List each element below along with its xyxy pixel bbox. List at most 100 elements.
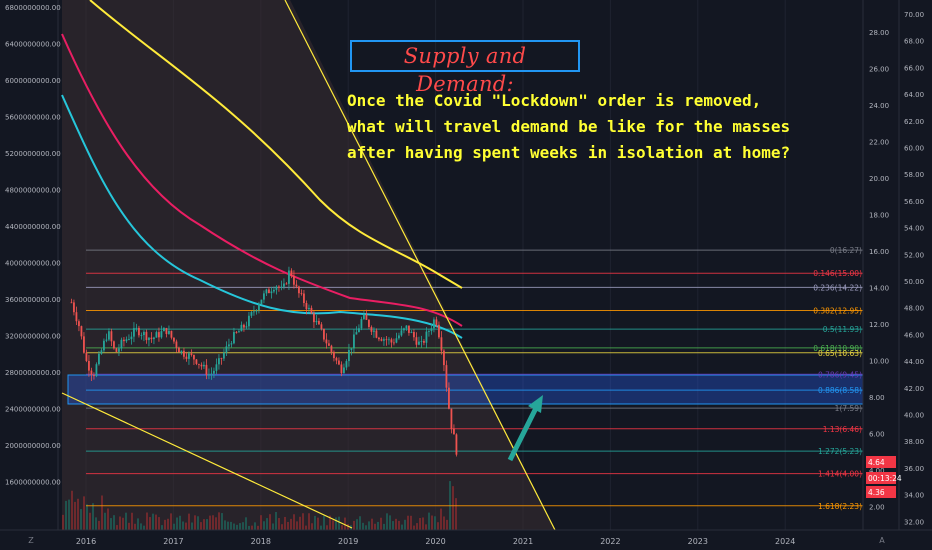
candle-body <box>228 344 230 347</box>
right-axis-ticks: 70.00 68.00 66.00 64.00 62.00 60.00 58.00 56.00… <box>904 11 924 526</box>
volume-bar <box>257 525 259 530</box>
candle-body <box>85 352 88 361</box>
candle-body <box>390 339 393 343</box>
volume-bar <box>341 525 343 530</box>
volume-bar <box>149 517 151 530</box>
price-badge-label: 4.64 <box>868 458 885 467</box>
candle-body <box>270 291 273 294</box>
volume-bar <box>152 513 154 530</box>
volume-bar <box>329 515 331 530</box>
candle-body <box>418 341 420 345</box>
candle-body <box>398 335 400 339</box>
volume-bar <box>92 503 94 530</box>
volume-bar <box>431 515 433 530</box>
left-tick-label: 4400000000.00 <box>5 223 61 231</box>
volume-bar <box>116 525 118 530</box>
volume-bar <box>263 521 265 530</box>
mid-tick-label: 14.00 <box>869 285 889 293</box>
candle-body <box>110 331 113 342</box>
candle-body <box>163 328 165 332</box>
left-tick-label: 6800000000.00 <box>5 4 61 12</box>
volume-bar <box>368 521 370 530</box>
time-axis-panel <box>0 530 932 550</box>
volume-bar <box>320 525 322 530</box>
candle-body <box>233 332 235 344</box>
candle-body <box>243 324 245 328</box>
volume-bar <box>221 513 223 530</box>
mid-tick-label: 6.00 <box>869 431 885 439</box>
volume-bar <box>230 521 232 530</box>
candle-body <box>368 319 370 327</box>
candle-body <box>395 338 398 343</box>
x-tick-label: 2022 <box>600 537 620 546</box>
candle-body <box>120 339 123 349</box>
candle-body <box>98 353 100 365</box>
candle-body <box>298 286 300 294</box>
volume-bar <box>80 509 82 530</box>
volume-bar <box>296 521 298 530</box>
fib-label: 1.272(5.23) <box>818 447 862 456</box>
candle-body <box>73 302 75 313</box>
trend-lines <box>61 0 556 531</box>
volume-bar <box>65 500 67 530</box>
left-tick-label: 6000000000.00 <box>5 77 61 85</box>
candle-body <box>423 341 425 343</box>
volume-bar <box>428 512 430 530</box>
candle-body <box>305 303 308 310</box>
candle-body <box>308 307 310 310</box>
wedge-shading <box>62 0 555 530</box>
fib-label: 0.5(11.93) <box>823 325 862 334</box>
corner-label-right[interactable]: A <box>879 536 885 545</box>
volume-bar <box>269 514 271 530</box>
candle-body <box>138 327 140 336</box>
candle-body <box>175 341 178 348</box>
candle-body <box>150 337 153 340</box>
candles <box>70 266 458 457</box>
candle-body <box>245 326 248 328</box>
volume-bar <box>290 518 292 530</box>
volume-bar <box>95 517 97 530</box>
volume-bar <box>224 520 226 530</box>
right-tick-label: 52.00 <box>904 251 924 259</box>
right-tick-label: 68.00 <box>904 38 924 46</box>
candle-body <box>405 325 408 329</box>
candle-body <box>420 341 423 342</box>
candle-body <box>355 332 358 335</box>
volume-bar <box>74 501 76 530</box>
candle-body <box>440 337 443 351</box>
candle-body <box>140 335 143 336</box>
candle-body <box>90 370 93 375</box>
volume-bar <box>371 518 373 530</box>
candle-body <box>130 336 133 340</box>
right-tick-label: 50.00 <box>904 278 924 286</box>
right-tick-label: 56.00 <box>904 198 924 206</box>
corner-label-left[interactable]: Z <box>28 536 34 545</box>
volume-bar <box>188 513 190 530</box>
candle-body <box>178 347 180 353</box>
volume-bar <box>104 512 106 530</box>
candle-body <box>360 319 363 329</box>
candle-body <box>208 374 210 376</box>
candle-body <box>288 270 290 284</box>
ma-teal <box>61 94 463 339</box>
candle-body <box>403 328 405 331</box>
candle-body <box>455 434 458 455</box>
candle-body <box>190 353 193 355</box>
volume-bar <box>314 515 316 530</box>
wedge-shade-upper <box>62 0 555 530</box>
right-tick-label: 62.00 <box>904 118 924 126</box>
candle-body <box>125 339 128 342</box>
fib-label: 0.786(9.45) <box>818 370 862 379</box>
volume-bar <box>383 523 385 530</box>
candle-body <box>255 310 258 312</box>
mid-tick-label: 24.00 <box>869 102 889 110</box>
volume-bar <box>302 513 304 530</box>
candle-body <box>350 348 353 350</box>
volume-bar <box>236 524 238 530</box>
candle-body <box>180 350 183 353</box>
volume-bar <box>272 523 274 530</box>
volume-bars <box>62 481 457 530</box>
volume-bar <box>101 495 103 530</box>
candle-body <box>148 337 150 341</box>
